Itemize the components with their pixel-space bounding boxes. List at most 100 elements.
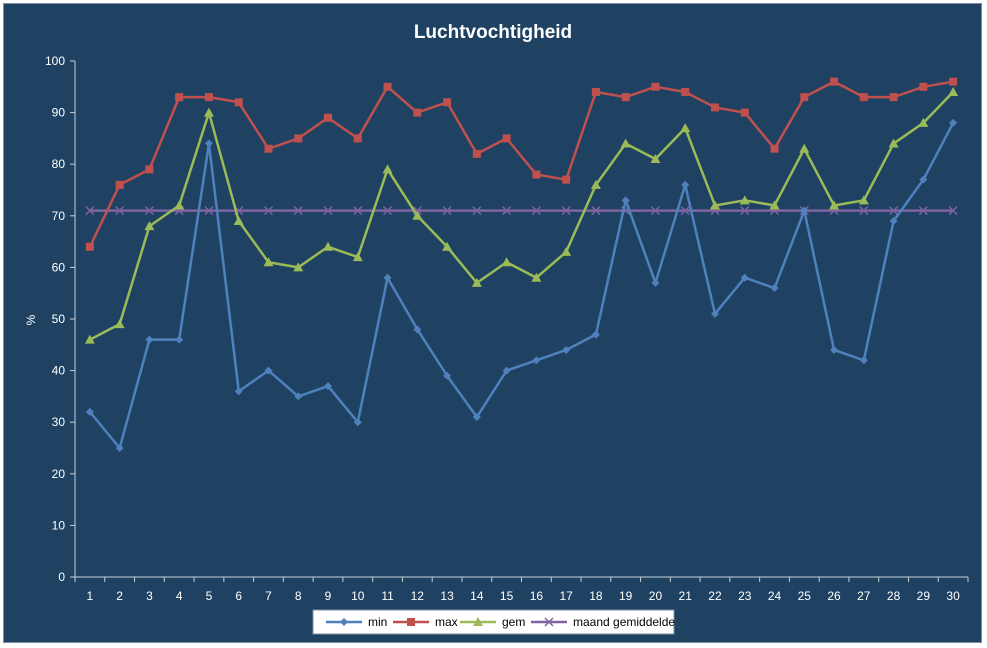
data-point-gem xyxy=(948,86,959,96)
series-line-gem xyxy=(89,91,955,341)
y-tick-label: 80 xyxy=(52,157,66,171)
marker-stroke xyxy=(680,206,690,216)
data-point-min xyxy=(145,335,154,344)
x-tick-label: 28 xyxy=(887,589,901,603)
data-point-min xyxy=(413,325,422,334)
data-point-min xyxy=(859,356,868,365)
y-tick-label: 50 xyxy=(52,312,66,326)
series-max xyxy=(85,77,958,251)
x-tick-label: 12 xyxy=(411,589,425,603)
data-point-min xyxy=(353,418,362,427)
data-point-gem xyxy=(531,272,542,282)
data-point-maand-gemiddelde xyxy=(889,206,899,216)
data-point-min xyxy=(383,273,392,282)
data-point-gem xyxy=(442,241,453,251)
data-point-max xyxy=(353,134,362,143)
marker-stroke xyxy=(859,206,869,216)
data-point-max xyxy=(532,170,541,179)
legend-entry-min: min xyxy=(326,615,387,629)
data-point-gem xyxy=(144,221,155,231)
data-point-min xyxy=(204,139,213,148)
data-point-gem xyxy=(888,138,899,148)
data-point-gem xyxy=(769,200,780,210)
data-point-max xyxy=(145,165,154,174)
marker-stroke xyxy=(204,206,214,216)
data-point-min xyxy=(800,206,809,215)
legend-label-maand-gemiddelde: maand gemiddelde xyxy=(573,615,675,629)
data-point-max xyxy=(681,87,690,96)
x-tick-label: 17 xyxy=(559,589,573,603)
legend-entry-max: max xyxy=(393,615,458,629)
x-tick-label: 6 xyxy=(235,589,242,603)
data-point-max xyxy=(889,93,898,102)
data-point-max xyxy=(859,93,868,102)
data-point-gem xyxy=(293,262,304,272)
x-tick-label: 16 xyxy=(530,589,544,603)
data-point-max xyxy=(383,82,392,91)
data-point-maand-gemiddelde xyxy=(442,206,452,216)
x-tick-label: 25 xyxy=(798,589,812,603)
data-point-maand-gemiddelde xyxy=(383,206,393,216)
data-point-max xyxy=(621,93,630,102)
data-point-min xyxy=(234,387,243,396)
series-min xyxy=(85,118,958,452)
data-point-min xyxy=(443,371,452,380)
data-point-gem xyxy=(739,195,750,205)
data-point-maand-gemiddelde xyxy=(353,206,363,216)
data-point-gem xyxy=(471,277,482,287)
x-tick-label: 13 xyxy=(440,589,454,603)
data-point-gem xyxy=(620,138,631,148)
data-point-maand-gemiddelde xyxy=(263,206,274,216)
legend-label-max: max xyxy=(435,615,458,629)
data-point-max xyxy=(919,82,928,91)
legend-label-gem: gem xyxy=(502,615,525,629)
marker-stroke xyxy=(502,206,512,216)
data-point-maand-gemiddelde xyxy=(204,206,214,216)
data-point-gem xyxy=(382,164,393,174)
x-tick-label: 11 xyxy=(381,589,394,603)
y-tick-label: 0 xyxy=(58,570,65,584)
x-tick-label: 21 xyxy=(679,589,693,603)
marker-stroke xyxy=(293,206,303,216)
data-point-maand-gemiddelde xyxy=(472,206,482,216)
data-point-gem xyxy=(709,200,720,210)
data-point-gem xyxy=(501,257,512,267)
data-point-maand-gemiddelde xyxy=(561,206,571,216)
x-tick-label: 1 xyxy=(87,589,94,603)
data-point-min xyxy=(502,366,511,375)
data-point-maand-gemiddelde xyxy=(144,206,154,216)
x-tick-label: 3 xyxy=(146,589,153,603)
x-tick-label: 7 xyxy=(265,589,272,603)
x-tick-label: 24 xyxy=(768,589,782,603)
data-point-max xyxy=(264,144,273,153)
data-point-gem xyxy=(84,334,95,344)
data-point-gem xyxy=(323,241,334,251)
series-line-max xyxy=(88,80,954,248)
data-point-gem xyxy=(590,179,601,189)
data-point-max xyxy=(324,113,333,122)
data-point-gem xyxy=(203,107,214,117)
marker-stroke xyxy=(85,206,95,216)
data-point-max xyxy=(175,93,184,102)
data-point-min xyxy=(562,345,571,354)
legend-marker-gem xyxy=(473,617,483,626)
marker-stroke xyxy=(918,206,928,216)
marker-stroke xyxy=(889,206,899,216)
data-point-min xyxy=(710,309,719,318)
series-gem xyxy=(84,86,959,344)
data-point-gem xyxy=(352,252,363,262)
data-point-max xyxy=(443,98,452,107)
legend-entry-gem: gem xyxy=(460,615,525,629)
data-point-min xyxy=(472,413,481,422)
x-tick-label: 30 xyxy=(946,589,960,603)
data-point-min xyxy=(889,216,898,225)
data-point-gem xyxy=(680,123,691,133)
data-point-max xyxy=(800,93,809,102)
data-point-max xyxy=(949,77,958,86)
data-point-maand-gemiddelde xyxy=(115,206,125,216)
y-tick-label: 90 xyxy=(52,106,66,120)
x-tick-label: 2 xyxy=(116,589,123,603)
chart-frame xyxy=(3,3,982,643)
marker-stroke xyxy=(561,206,571,216)
x-tick-label: 18 xyxy=(589,589,603,603)
